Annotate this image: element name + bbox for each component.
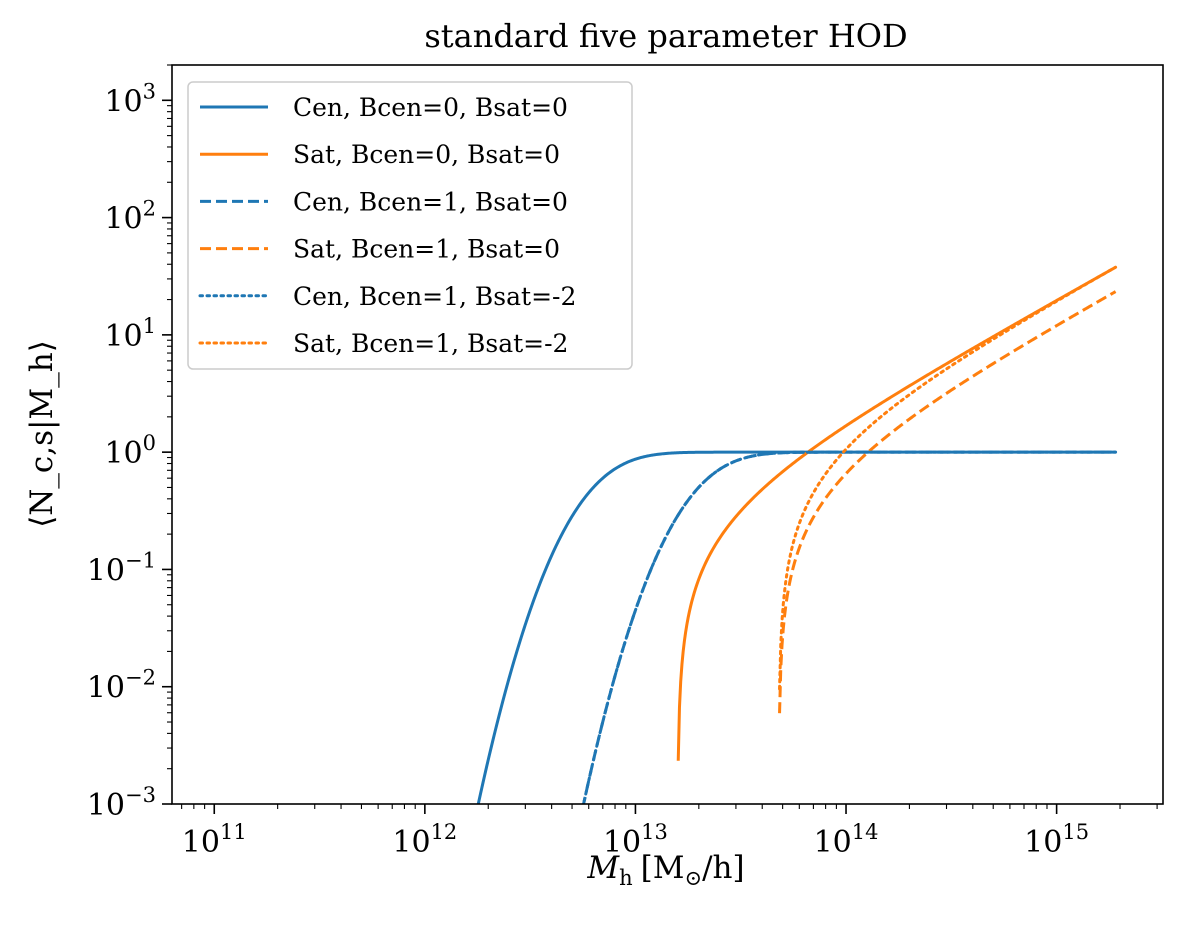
series-layer (476, 265, 1118, 804)
legend-entry: Cen, Bcen=0, Bsat=0 (293, 93, 568, 122)
legend-box (187, 81, 633, 370)
legend-entry: Cen, Bcen=1, Bsat=-2 (293, 282, 576, 311)
series-line-5 (582, 450, 1118, 804)
x-axis: 1011 1012 1013 1014 1015 (181, 804, 1158, 860)
chart-title: standard five parameter HOD (424, 17, 907, 55)
x-tick-label: 1015 (1024, 820, 1089, 860)
y-tick-label: 102 (104, 197, 156, 237)
series-line-1 (476, 450, 1116, 804)
x-tick-label: 1011 (182, 820, 247, 860)
legend-entry: Sat, Bcen=0, Bsat=0 (293, 140, 560, 169)
x-tick-label: 1014 (814, 820, 879, 860)
series-line-4 (778, 290, 1117, 714)
y-axis-label: ⟨N_c,s|M_h⟩ (24, 340, 60, 528)
x-tick-label: 1012 (392, 820, 457, 860)
y-tick-label: 10−2 (87, 666, 156, 706)
y-tick-label: 10−1 (87, 548, 156, 588)
legend-entry: Cen, Bcen=1, Bsat=0 (293, 187, 568, 216)
legend-entry: Sat, Bcen=1, Bsat=0 (293, 235, 560, 264)
y-tick-label: 101 (104, 314, 156, 354)
series-line-6 (778, 265, 1118, 691)
y-axis: 10−3 10−2 10−1 100 101 102 103 (87, 64, 172, 823)
y-tick-label: 103 (104, 79, 156, 119)
legend: Cen, Bcen=0, Bsat=0 Sat, Bcen=0, Bsat=0 Ce… (187, 81, 633, 370)
y-tick-label: 100 (104, 431, 156, 471)
x-axis-label: Mh [M⊙/h] (586, 850, 744, 890)
y-tick-label: 10−3 (87, 783, 156, 823)
x-tick-label: 1013 (603, 820, 668, 860)
plot-frame (171, 64, 1164, 805)
series-line-2 (676, 265, 1117, 761)
legend-entry: Sat, Bcen=1, Bsat=-2 (293, 329, 568, 358)
